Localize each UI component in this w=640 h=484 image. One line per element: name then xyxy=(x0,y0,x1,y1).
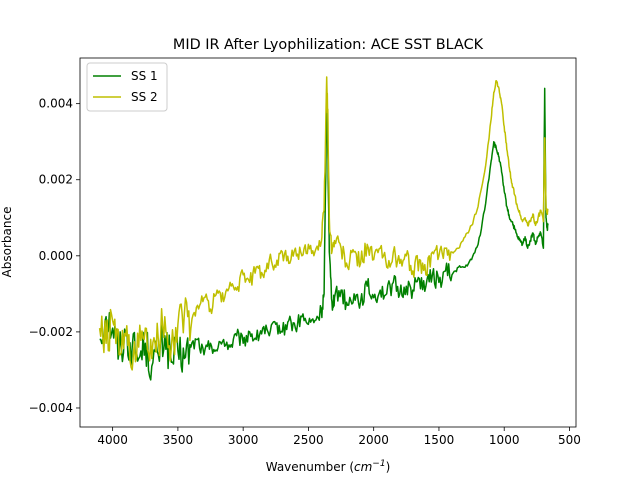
x-axis-label-close: ) xyxy=(386,460,391,474)
chart-title: MID IR After Lyophilization: ACE SST BLA… xyxy=(173,37,484,53)
axes-frame xyxy=(79,57,577,428)
y-tick-label: −0.004 xyxy=(29,401,73,415)
x-tick-label: 2000 xyxy=(358,433,389,447)
legend-label-ss1: SS 1 xyxy=(131,69,158,83)
legend: SS 1 SS 2 xyxy=(86,62,168,112)
x-tick-label: 3500 xyxy=(163,433,194,447)
y-tick-label: 0.000 xyxy=(39,249,73,263)
series-line-2 xyxy=(98,76,549,371)
x-tick-label: 4000 xyxy=(97,433,128,447)
legend-frame xyxy=(86,62,168,112)
series-line-1 xyxy=(99,87,549,381)
axes-layer: 4000 3500 3000 2500 2000 1500 1000 500 −0.004 −0.… xyxy=(29,57,581,447)
x-axis-label-exponent: −1 xyxy=(372,459,385,469)
legend-label-ss2: SS 2 xyxy=(131,90,158,104)
x-tick-label: 2500 xyxy=(293,433,324,447)
y-tick-label: −0.002 xyxy=(29,325,73,339)
x-tick-label: 1000 xyxy=(489,433,520,447)
x-tick-label: 1500 xyxy=(424,433,455,447)
x-tick-label: 500 xyxy=(558,433,581,447)
y-axis-label: Absorbance xyxy=(0,207,14,278)
plot-area xyxy=(98,76,549,381)
x-tick-label: 3000 xyxy=(228,433,259,447)
x-axis-label: Wavenumber (cm−1) xyxy=(266,459,391,474)
x-axis-label-unit: cm xyxy=(354,460,372,474)
y-tick-label: 0.004 xyxy=(39,97,73,111)
x-axis-label-text: Wavenumber ( xyxy=(266,460,354,474)
y-tick-label: 0.002 xyxy=(39,173,73,187)
